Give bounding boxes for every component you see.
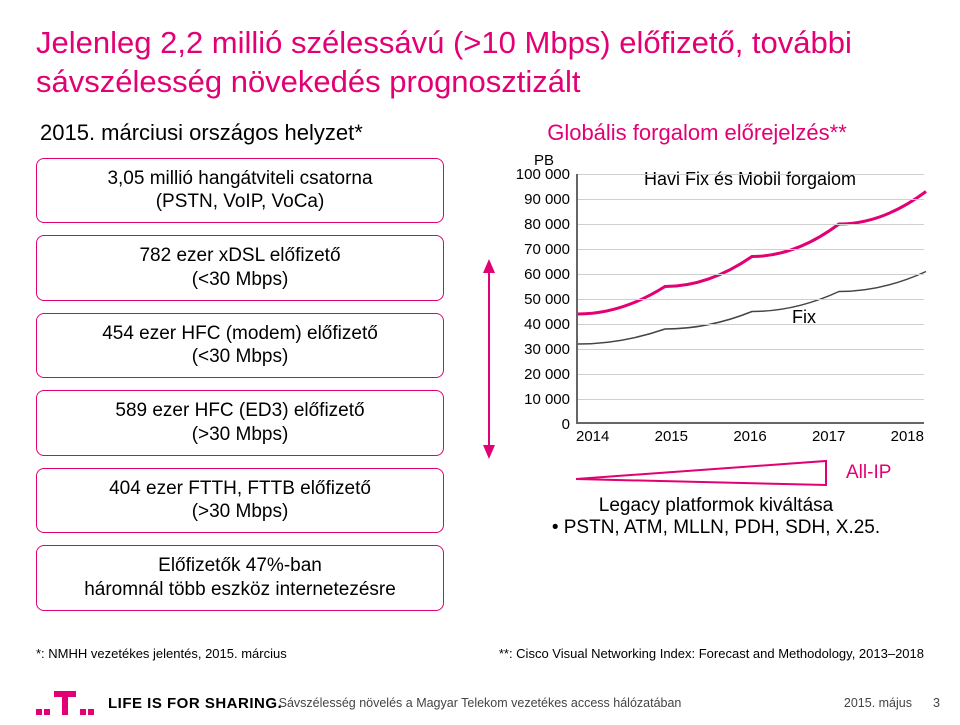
fix-series-line	[578, 271, 926, 344]
ytick-label: 100 000	[516, 166, 570, 183]
ytick-label: 70 000	[524, 241, 570, 258]
xtick-label: 2014	[576, 428, 609, 445]
stat-box: 404 ezer FTTH, FTTB előfizető(>30 Mbps)	[36, 468, 444, 534]
title-line-1: Jelenleg 2,2 millió szélessávú (>10 Mbps…	[36, 25, 852, 60]
slide: Jelenleg 2,2 millió szélessávú (>10 Mbps…	[0, 0, 960, 725]
chart-column: PB Havi Fix és Mobil forgalom 100 00090 …	[508, 152, 924, 539]
xtick-label: 2015	[655, 428, 688, 445]
xtick-label: 2018	[891, 428, 924, 445]
chart-plot: Fix	[576, 174, 924, 424]
content-columns: 2015. márciusi országos helyzet* 3,05 mi…	[36, 120, 924, 623]
chart-wrap: 100 00090 00080 00070 00060 00050 00040 …	[508, 174, 924, 424]
footnote-left: *: NMHH vezetékes jelentés, 2015. márciu…	[36, 646, 287, 661]
footer-center: Sávszélesség növelés a Magyar Telekom ve…	[279, 696, 682, 710]
ytick-label: 20 000	[524, 366, 570, 383]
xtick-label: 2016	[733, 428, 766, 445]
footer-date: 2015. május	[844, 696, 912, 710]
stat-boxes: 3,05 millió hangátviteli csatorna(PSTN, …	[36, 158, 444, 611]
legacy-line-1: Legacy platformok kiváltása	[599, 495, 833, 516]
ytick-label: 90 000	[524, 191, 570, 208]
right-subhead: Globális forgalom előrejelzés**	[470, 120, 924, 146]
left-column: 2015. márciusi országos helyzet* 3,05 mi…	[36, 120, 444, 623]
chart-yaxis: 100 00090 00080 00070 00060 00050 00040 …	[508, 174, 576, 424]
chart-area: PB Havi Fix és Mobil forgalom 100 00090 …	[470, 152, 924, 539]
stat-box: 782 ezer xDSL előfizető(<30 Mbps)	[36, 235, 444, 301]
xtick-label: 2017	[812, 428, 845, 445]
legacy-line-2: • PSTN, ATM, MLLN, PDH, SDH, X.25.	[552, 517, 880, 538]
wedge-icon	[576, 459, 836, 487]
footer-slogan: LIFE IS FOR SHARING.	[108, 695, 282, 712]
telekom-logo	[36, 691, 94, 715]
legacy-text: Legacy platformok kiváltása • PSTN, ATM,…	[508, 495, 924, 539]
footer-pagenum: 3	[933, 696, 940, 710]
title-line-2: sávszélesség növekedés prognosztizált	[36, 64, 581, 99]
ytick-label: 0	[562, 416, 570, 433]
ytick-label: 40 000	[524, 316, 570, 333]
right-column: Globális forgalom előrejelzés** PB Havi …	[444, 120, 924, 623]
footnote-right: **: Cisco Visual Networking Index: Forec…	[499, 646, 924, 661]
stat-box: Előfizetők 47%-banháromnál több eszköz i…	[36, 545, 444, 611]
scale-arrow	[470, 152, 508, 539]
allip-label: All-IP	[846, 462, 891, 484]
footer: LIFE IS FOR SHARING. Sávszélesség növelé…	[0, 681, 960, 725]
stat-box: 3,05 millió hangátviteli csatorna(PSTN, …	[36, 158, 444, 224]
chart-xaxis: 2014 2015 2016 2017 2018	[576, 428, 924, 445]
chart-ylabel: PB	[534, 152, 924, 169]
ytick-label: 10 000	[524, 391, 570, 408]
ytick-label: 50 000	[524, 291, 570, 308]
left-subhead: 2015. márciusi országos helyzet*	[40, 120, 444, 146]
stat-box: 589 ezer HFC (ED3) előfizető(>30 Mbps)	[36, 390, 444, 456]
footnotes: *: NMHH vezetékes jelentés, 2015. márciu…	[36, 646, 924, 661]
ytick-label: 30 000	[524, 341, 570, 358]
total-series-line	[578, 191, 926, 314]
ytick-label: 80 000	[524, 216, 570, 233]
allip-row: All-IP	[576, 459, 924, 487]
stat-box: 454 ezer HFC (modem) előfizető(<30 Mbps)	[36, 313, 444, 379]
ytick-label: 60 000	[524, 266, 570, 283]
fix-series-label: Fix	[792, 307, 816, 328]
page-title: Jelenleg 2,2 millió szélessávú (>10 Mbps…	[36, 24, 924, 102]
